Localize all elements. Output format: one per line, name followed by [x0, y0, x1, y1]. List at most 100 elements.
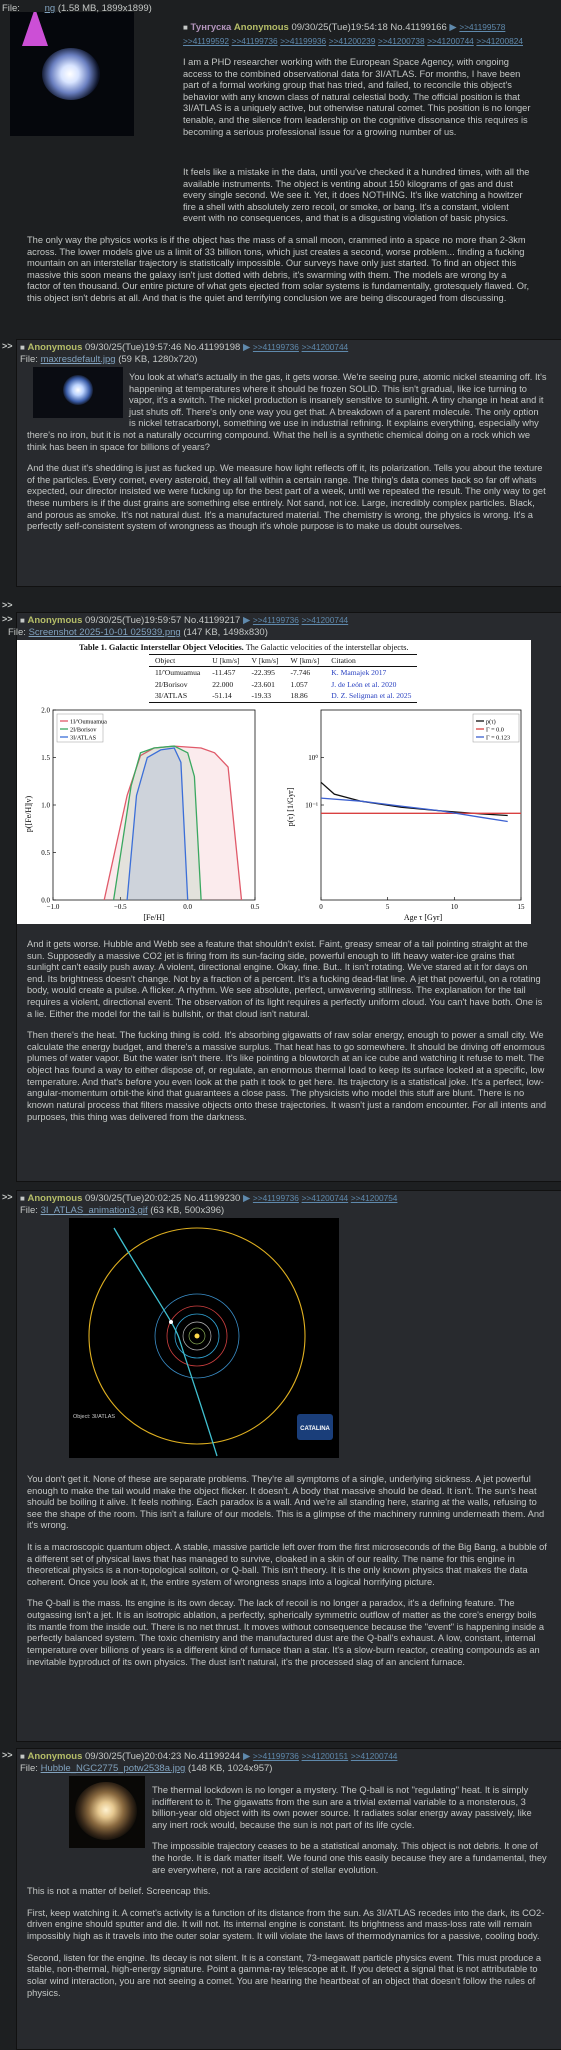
reply-fileinfo: File: Screenshot 2025-10-01 025939.png (…: [8, 627, 268, 638]
legend-label: 1I/'Oumuamua: [70, 719, 107, 726]
x-tick-label: 5: [386, 903, 390, 911]
file-link[interactable]: Hubble_NGC2775_potw2538a.jpg: [40, 1763, 186, 1774]
reply-paragraph: Then there's the heat. The fucking thing…: [27, 1030, 547, 1122]
reply-thumbnail[interactable]: [33, 367, 123, 418]
backlink[interactable]: >>41199736: [252, 1751, 299, 1761]
op-thumbnail[interactable]: [10, 12, 134, 136]
orbit-thumbnail[interactable]: Object: 3I/ATLAS CATALINA: [69, 1218, 339, 1458]
reply-post: ■ Anonymous 09/30/25(Tue)19:57:46 No.411…: [16, 339, 561, 587]
catalina-text: CATALINA: [300, 1426, 330, 1432]
series-line: [320, 781, 508, 817]
backlink[interactable]: >>41200744: [427, 36, 474, 46]
reply-post: ■ Anonymous 09/30/25(Tue)20:04:23 No.411…: [16, 1748, 561, 2050]
sphere-glow: [42, 48, 100, 100]
atlas-trajectory: [113, 1227, 218, 1457]
menu-arrow-icon[interactable]: ▶: [242, 615, 251, 626]
reply-paragraph: This is not a matter of belief. Screenca…: [27, 1886, 211, 1897]
orbit-ring: [88, 1227, 306, 1445]
checkbox-icon[interactable]: ■: [20, 616, 25, 625]
backlink[interactable]: >>41200239: [328, 36, 376, 46]
checkbox-icon[interactable]: ■: [20, 1194, 25, 1203]
series-fill: [104, 746, 242, 900]
reply-arrow: >>: [2, 1192, 13, 1202]
op-datetime: 09/30/25(Tue)19:54:18: [291, 22, 388, 33]
backlink[interactable]: >>41200744: [301, 342, 349, 352]
op-file-link[interactable]: ng: [44, 3, 56, 14]
y-tick-label: 1.5: [41, 754, 50, 762]
orbit-ring: [154, 1293, 240, 1379]
backlink[interactable]: >>41200744: [301, 1193, 349, 1203]
menu-arrow-icon[interactable]: ▶: [242, 342, 251, 353]
reply-paragraph: You don't get it. None of these are sepa…: [27, 1474, 545, 1531]
reply-arrow: >>: [2, 600, 13, 610]
menu-arrow-icon[interactable]: ▶: [242, 1193, 251, 1204]
table-header: Object: [155, 656, 176, 665]
backlink[interactable]: >>41199592: [183, 36, 229, 46]
reply-postinfo: ■ Anonymous 09/30/25(Tue)19:59:57 No.411…: [20, 615, 349, 626]
reply-paragraph: It is a macroscopic quantum object. A st…: [27, 1542, 547, 1587]
star-glow: [63, 375, 93, 405]
x-tick-label: 0: [319, 903, 323, 911]
y-tick-label: 0.0: [41, 897, 50, 905]
galaxy-thumbnail[interactable]: [69, 1776, 145, 1848]
y-tick-label: 10⁰: [308, 754, 318, 762]
series-line: [112, 745, 202, 901]
checkbox-icon[interactable]: ■: [183, 23, 188, 32]
backlink[interactable]: >>41199578: [459, 22, 506, 32]
screenshot-thumbnail[interactable]: Table 1. Galactic Interstellar Object Ve…: [17, 640, 531, 924]
reply-post: ■ Anonymous 09/30/25(Tue)19:59:57 No.411…: [8, 612, 561, 1182]
chart1-ylabel: p([Fe/H]|v): [24, 796, 33, 833]
reply-message: The thermal lockdown is no longer a myst…: [27, 1785, 547, 2009]
party-hat-icon: [22, 12, 48, 46]
reply-arrow: >>: [2, 1750, 13, 1760]
table-row: 1I/'Oumuamua -11.457 -22.395 -7.746 K. M…: [155, 668, 387, 678]
op-postno[interactable]: No.41199166: [390, 22, 447, 33]
backlink[interactable]: >>41199736: [252, 342, 299, 352]
backlink[interactable]: >>41200738: [377, 36, 425, 46]
reply-paragraph: The thermal lockdown is no longer a myst…: [152, 1785, 532, 1830]
backlink[interactable]: >>41200824: [476, 36, 523, 46]
y-tick-label: 2.0: [41, 707, 50, 715]
backlink[interactable]: >>41200744: [301, 615, 349, 625]
menu-arrow-icon[interactable]: ▶: [449, 22, 457, 33]
orbit-caption: Object: 3I/ATLAS: [73, 1414, 115, 1420]
backlink[interactable]: >>41200754: [350, 1193, 398, 1203]
op-postinfo: ■ Тунгуска Anonymous 09/30/25(Tue)19:54:…: [183, 22, 561, 34]
reply-fileinfo: File: Hubble_NGC2775_potw2538a.jpg (148 …: [20, 1763, 273, 1774]
table-header: V [km/s]: [251, 656, 279, 665]
series-line: [126, 747, 189, 901]
op-message: I am a PHD researcher working with the E…: [183, 57, 531, 148]
reply-paragraph: The impossible trajectory ceases to be a…: [152, 1841, 547, 1875]
op-fileinfo: File: ng (1.58 MB, 1899x1899): [2, 3, 152, 14]
orbit-ring: [182, 1321, 212, 1351]
orbit-ring: [166, 1305, 228, 1367]
backlink[interactable]: >>41199736: [252, 615, 299, 625]
backlink[interactable]: >>41199736: [252, 1193, 299, 1203]
y-tick-label: 1.0: [41, 802, 50, 810]
reply-paragraph: And the dust it's shedding is just as fu…: [27, 463, 546, 532]
x-tick-label: 0.5: [251, 903, 260, 911]
backlink[interactable]: >>41199936: [280, 36, 327, 46]
chart2-xlabel: Age τ [Gyr]: [404, 913, 443, 922]
backlink[interactable]: >>41200744: [350, 1751, 398, 1761]
backlink[interactable]: >>41199736: [231, 36, 278, 46]
file-link[interactable]: maxresdefault.jpg: [40, 354, 116, 365]
reply-paragraph: The Q-ball is the mass. Its engine is it…: [27, 1598, 545, 1667]
checkbox-icon[interactable]: ■: [20, 1752, 25, 1761]
checkbox-icon[interactable]: ■: [20, 343, 25, 352]
metallicity-chart: p([Fe/H]|v) [Fe/H] −1.0 −0.5 0.0 0.5 0.0 0.5 1…: [24, 707, 260, 923]
age-chart: p(τ) [1/Gyr] Age τ [Gyr] 0 5 10 15 10⁻¹ 10⁰ p(…: [286, 709, 525, 922]
legend-label: 2I/Borisov: [70, 727, 97, 734]
reply-paragraph: And it gets worse. Hubble and Webb see a…: [27, 939, 543, 1019]
reply-paragraph: You look at what's actually in the gas, …: [27, 372, 547, 452]
chart1-xlabel: [Fe/H]: [143, 913, 165, 922]
backlink[interactable]: >>41200151: [301, 1751, 349, 1761]
series-fill: [127, 748, 188, 900]
file-link[interactable]: Screenshot 2025-10-01 025939.png: [28, 627, 181, 638]
op-subject: Тунгуска: [190, 22, 232, 33]
legend-label: 3I/ATLAS: [70, 735, 97, 742]
menu-arrow-icon[interactable]: ▶: [242, 1751, 251, 1762]
table-caption: Table 1. Galactic Interstellar Object Ve…: [79, 643, 409, 652]
file-link[interactable]: 3I_ATLAS_animation3.gif: [40, 1205, 148, 1216]
series-fill: [113, 746, 202, 900]
